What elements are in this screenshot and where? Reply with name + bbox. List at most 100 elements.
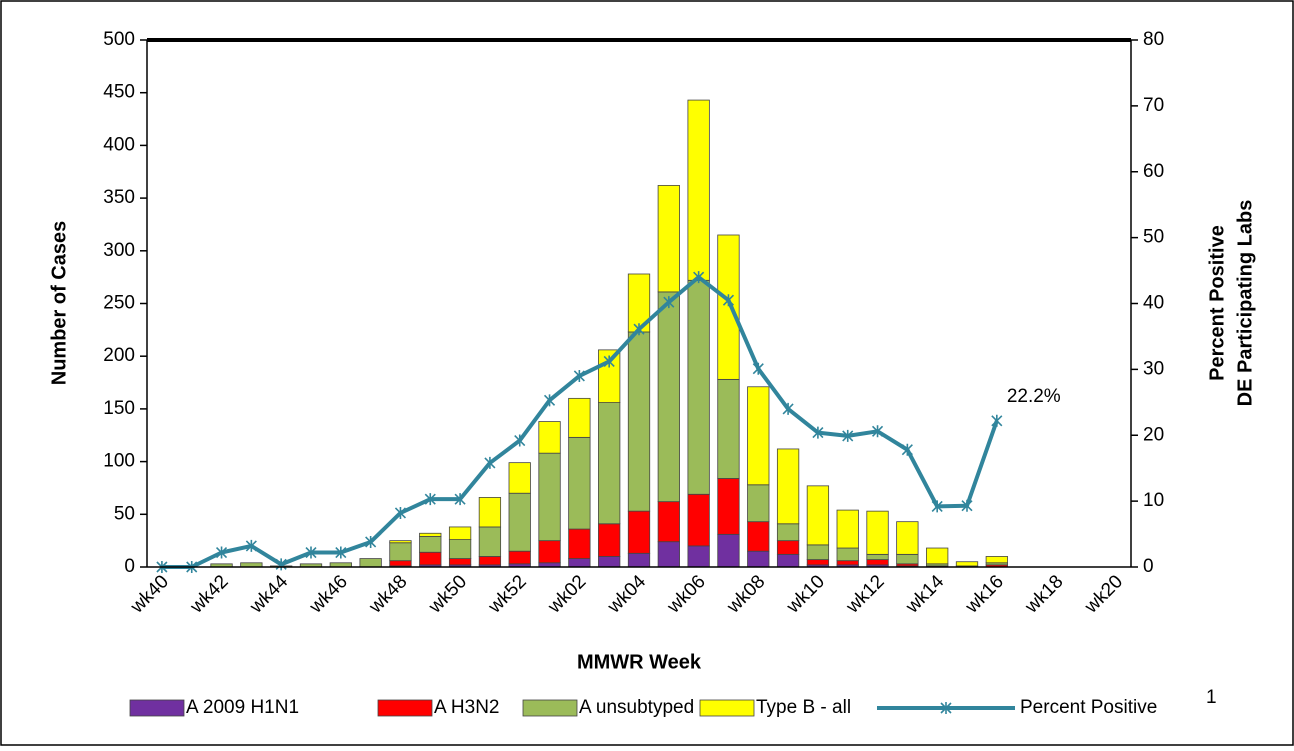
y2-tick-label: 0: [1143, 556, 1154, 577]
y-tick-label: 150: [103, 398, 135, 419]
bar-segment: [955, 561, 979, 567]
bar-segment: [717, 378, 740, 479]
legend-label: A unsubtyped: [579, 697, 694, 718]
line-marker: [871, 425, 884, 438]
bar-segment: [389, 560, 412, 567]
line-marker: [484, 456, 496, 469]
y2-tick-label: 10: [1143, 490, 1164, 511]
bar-segment: [866, 553, 889, 561]
y2-axis-title: Percent Positive: [1206, 225, 1228, 381]
line-marker: [663, 296, 675, 309]
legend-swatch: [129, 699, 185, 717]
y2-tick-label: 70: [1143, 95, 1164, 116]
line-marker: [812, 426, 824, 439]
legend-footnote: 1: [1206, 687, 1217, 708]
bar-segment: [806, 544, 830, 561]
line-marker: [782, 402, 794, 415]
line-marker: [901, 443, 913, 456]
bar-segment: [568, 436, 591, 530]
bar-segment: [448, 558, 472, 566]
line-marker: [215, 546, 228, 559]
bar-segment: [836, 509, 859, 549]
bar-segment: [478, 497, 502, 528]
bar-segment: [568, 528, 591, 559]
line-marker: [842, 429, 854, 442]
line-marker: [543, 394, 556, 407]
line-marker: [514, 434, 526, 447]
legend-label: A 2009 H1N1: [186, 697, 299, 718]
y-tick-label: 300: [103, 240, 135, 261]
bar-segment: [389, 542, 412, 562]
bar-segment: [687, 99, 710, 281]
bar-segment: [657, 501, 680, 543]
bar-segment: [836, 560, 859, 566]
line-marker: [931, 500, 943, 513]
line-marker: [752, 362, 764, 375]
bar-segment: [747, 386, 770, 486]
legend-label: A H3N2: [434, 697, 499, 718]
bar-segment: [627, 331, 651, 512]
bar-segment: [419, 536, 442, 553]
bar-segment: [508, 492, 531, 552]
y2-tick-label: 30: [1143, 358, 1164, 379]
bar-segment: [747, 484, 770, 523]
line-marker: [305, 546, 317, 559]
bar-segment: [657, 185, 680, 293]
y-tick-label: 200: [103, 345, 135, 366]
bar-segment: [538, 452, 561, 542]
bar-segment: [806, 559, 830, 566]
bar-segment: [717, 533, 740, 568]
bar-segment: [806, 485, 830, 546]
bar-segment: [717, 478, 740, 535]
bar-segment: [478, 526, 502, 557]
line-marker: [722, 294, 735, 307]
bar-segment: [657, 541, 680, 568]
bar-segment: [687, 279, 710, 495]
bar-segment: [866, 510, 889, 555]
bar-segment: [419, 551, 442, 566]
line-marker: [424, 493, 436, 506]
bar-segment: [419, 532, 442, 537]
bar-segment: [538, 421, 561, 454]
bar-segment: [687, 493, 710, 547]
y2-tick-label: 60: [1143, 161, 1164, 182]
bar-segment: [896, 553, 919, 565]
line-marker: [394, 506, 407, 519]
bar-segment: [627, 510, 651, 554]
legend-swatch: [377, 699, 433, 717]
bar-segment: [687, 545, 710, 568]
bar-segment: [776, 523, 800, 542]
y2-tick-label: 50: [1143, 227, 1164, 248]
line-marker: [335, 546, 347, 559]
bar-segment: [568, 397, 591, 438]
bar-segment: [776, 553, 800, 568]
line-marker: [365, 535, 377, 548]
y-tick-label: 50: [114, 503, 135, 524]
bar-segment: [776, 448, 800, 525]
bar-segment: [598, 402, 621, 525]
data-label: 22.2%: [1007, 386, 1061, 407]
bar-segment: [359, 558, 382, 568]
bar-segment: [836, 547, 859, 562]
bar-segment: [926, 547, 949, 565]
y-tick-label: 450: [103, 82, 135, 103]
bar-segment: [747, 521, 770, 552]
bar-segment: [508, 462, 531, 494]
legend-label: Percent Positive: [1020, 697, 1157, 718]
bar-segment: [389, 540, 412, 544]
bar-segment: [448, 539, 472, 559]
y-tick-label: 400: [103, 134, 135, 155]
bar-segment: [598, 556, 621, 568]
y-tick-label: 100: [103, 451, 135, 472]
line-marker: [633, 323, 645, 336]
legend-swatch: [522, 699, 578, 717]
line-marker: [991, 414, 1003, 427]
line-marker: [603, 355, 615, 368]
line-marker: [573, 369, 585, 382]
line-marker: [245, 539, 257, 552]
line-marker: [693, 271, 705, 284]
y-tick-label: 0: [124, 556, 135, 577]
y2-tick-label: 80: [1143, 29, 1164, 50]
bar-segment: [598, 523, 621, 557]
bar-segment: [448, 526, 472, 540]
